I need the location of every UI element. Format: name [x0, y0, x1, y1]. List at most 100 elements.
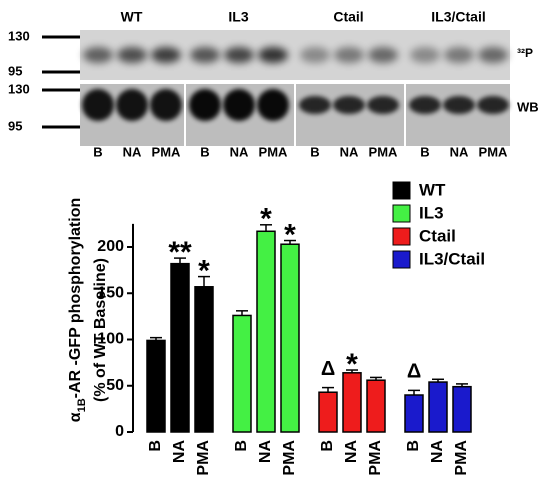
- y-axis-label-part: α: [67, 412, 84, 422]
- legend-swatch: [392, 204, 411, 223]
- bar: [256, 230, 276, 433]
- bar: [318, 391, 338, 433]
- bar: [194, 286, 214, 433]
- lane-label: B: [200, 144, 209, 159]
- lane-label: B: [420, 144, 429, 159]
- y-tick-label: 50: [106, 377, 124, 394]
- x-tick-label: PMA: [453, 440, 470, 476]
- significance-mark: *: [198, 255, 210, 288]
- blot-band: [444, 47, 474, 63]
- lane-label: PMA: [259, 144, 289, 159]
- bar: [452, 385, 472, 433]
- legend-swatch: [392, 227, 411, 246]
- legend-label: IL3/Ctail: [419, 249, 485, 268]
- blot-band: [190, 47, 220, 63]
- x-tick-label: NA: [171, 440, 188, 464]
- lane-label: PMA: [152, 144, 182, 159]
- lane-label: NA: [340, 144, 359, 159]
- blot-band: [257, 89, 289, 121]
- blot-band: [258, 47, 288, 63]
- western-blot: WT B NA PMA IL3 B NA PMA Ctail B NA PMA IL3/Ctail B NA…: [8, 9, 539, 160]
- blot-group-label: Ctail: [333, 9, 363, 25]
- bar: [170, 262, 190, 433]
- panel-label: ³²P: [517, 46, 533, 60]
- y-axis-label-part: 1B: [76, 398, 88, 412]
- blot-band: [333, 96, 365, 114]
- marker-label: 130: [8, 81, 30, 96]
- x-tick-label: B: [405, 440, 422, 452]
- blot-band: [410, 47, 440, 63]
- y-axis-label-part: -AR -GFP phosphorylation: [67, 198, 84, 399]
- y-tick-label: 200: [97, 238, 124, 255]
- blot-band: [478, 47, 508, 63]
- bar: [404, 394, 424, 433]
- marker-label: 95: [8, 63, 22, 78]
- blot-band: [151, 47, 181, 63]
- lane-label: PMA: [369, 144, 399, 159]
- lane-separator: [184, 84, 186, 146]
- bar: [146, 339, 166, 433]
- legend-swatch: [392, 181, 411, 200]
- blot-group-label: IL3: [228, 9, 248, 25]
- bar: [428, 381, 448, 433]
- blot-band: [299, 96, 331, 114]
- x-tick-label: NA: [257, 440, 274, 464]
- blot-band: [83, 47, 113, 63]
- x-tick-label: PMA: [195, 440, 212, 476]
- x-tick-label: NA: [343, 440, 360, 464]
- blot-band: [189, 89, 221, 121]
- blot-band: [443, 96, 475, 114]
- lane-label: NA: [450, 144, 469, 159]
- lane-label: B: [93, 144, 102, 159]
- y-tick-label: 0: [115, 423, 124, 440]
- lane-separator: [404, 84, 406, 146]
- blot-band: [117, 47, 147, 63]
- blot-band: [477, 96, 509, 114]
- bar: [232, 314, 252, 433]
- blot-band: [82, 89, 114, 121]
- x-tick-label: NA: [429, 440, 446, 464]
- legend-label: WT: [419, 180, 446, 199]
- significance-mark: Δ: [321, 358, 335, 380]
- y-axis-label: α1B-AR -GFP phosphorylation: [67, 198, 88, 423]
- panel-label: WB: [517, 99, 539, 114]
- lane-label: NA: [230, 144, 249, 159]
- bar: [280, 243, 300, 433]
- blot-band: [368, 47, 398, 63]
- significance-mark: *: [346, 348, 358, 381]
- blot-band: [150, 89, 182, 121]
- blot-band: [224, 47, 254, 63]
- significance-mark: *: [284, 218, 296, 251]
- y-tick-label: 150: [97, 284, 124, 301]
- x-tick-label: PMA: [367, 440, 384, 476]
- significance-mark: Δ: [407, 361, 421, 383]
- blot-band: [116, 89, 148, 121]
- y-tick-label: 100: [97, 331, 124, 348]
- blot-band: [409, 96, 441, 114]
- lane-label: PMA: [479, 144, 509, 159]
- significance-mark: *: [260, 203, 272, 236]
- blot-group-label: WT: [121, 9, 143, 25]
- x-tick-label: B: [233, 440, 250, 452]
- lane-separator: [294, 84, 296, 146]
- bar: [366, 379, 386, 433]
- lane-label: B: [310, 144, 319, 159]
- x-tick-label: PMA: [281, 440, 298, 476]
- blot-band: [367, 96, 399, 114]
- blot-group-label: IL3/Ctail: [431, 9, 485, 25]
- significance-mark: **: [168, 236, 192, 269]
- legend-label: Ctail: [419, 226, 456, 245]
- marker-label: 130: [8, 28, 30, 43]
- lane-label: NA: [123, 144, 142, 159]
- blot-band: [223, 89, 255, 121]
- blot-band: [300, 47, 330, 63]
- x-tick-label: B: [147, 440, 164, 452]
- bar: [342, 372, 362, 433]
- x-tick-label: B: [319, 440, 336, 452]
- blot-band: [334, 47, 364, 63]
- marker-label: 95: [8, 118, 22, 133]
- legend-label: IL3: [419, 203, 444, 222]
- y-axis-label: (% of WT Baseline): [92, 258, 109, 402]
